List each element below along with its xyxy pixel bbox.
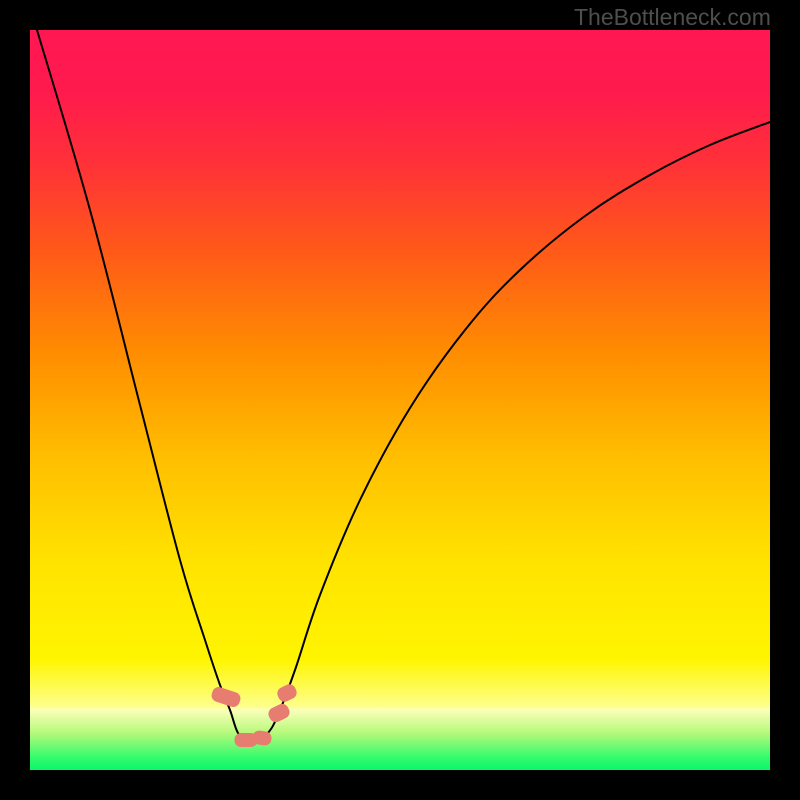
- gradient-background: [30, 30, 770, 770]
- chart-stage: TheBottleneck.com: [0, 0, 800, 800]
- plot-svg: [30, 30, 770, 770]
- plot-frame: [30, 30, 770, 770]
- plot-area: [30, 30, 770, 770]
- watermark-text: TheBottleneck.com: [574, 4, 771, 31]
